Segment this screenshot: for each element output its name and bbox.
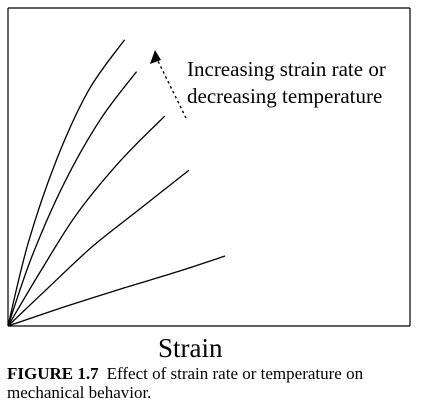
caption-text: Effect of strain rate or temperature on …	[7, 364, 364, 402]
series-line-2	[7, 71, 138, 327]
plot-frame	[7, 7, 411, 327]
annotation: Increasing strain rate or decreasing tem…	[150, 50, 386, 119]
arrow-head-icon	[150, 50, 161, 64]
series-line-5	[7, 255, 226, 327]
figure-caption: FIGURE 1.7 Effect of strain rate or tempe…	[7, 364, 427, 402]
annotation-arrow	[154, 54, 187, 119]
series-line-3	[7, 115, 166, 327]
series-line-4	[7, 169, 190, 327]
annotation-line-1: Increasing strain rate or	[187, 57, 386, 81]
annotation-line-2: decreasing temperature	[187, 84, 382, 108]
x-axis-label: Strain	[158, 333, 223, 363]
series-layer	[7, 39, 226, 327]
series-line-1	[7, 39, 126, 327]
figure-label: FIGURE 1.7	[7, 364, 99, 383]
